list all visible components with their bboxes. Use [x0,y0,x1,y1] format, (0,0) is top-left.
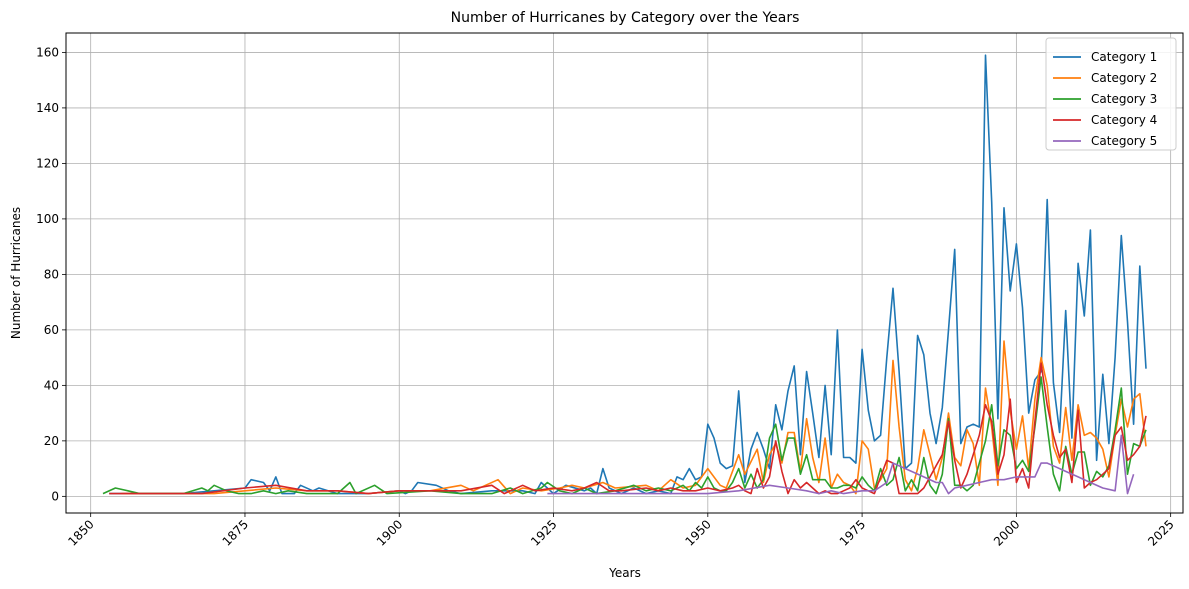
legend-label-5: Category 5 [1091,134,1157,148]
legend-box [1045,37,1177,151]
series-lines [102,54,1147,495]
legend-label-1: Category 1 [1091,50,1157,64]
y-axis-ticks: 0 20 40 60 80 100 120 140 160 [36,45,66,503]
y-tick-label: 60 [44,323,59,337]
chart-title: Number of Hurricanes by Category over th… [451,10,800,26]
y-tick-label: 20 [44,434,59,448]
legend-label-2: Category 2 [1091,71,1157,85]
y-axis-label: Number of Hurricanes [9,207,23,339]
series-line-4 [109,362,1147,495]
grid-lines [66,33,1183,513]
y-tick-label: 0 [51,489,59,503]
y-tick-label: 40 [44,378,59,392]
series-line-1 [109,54,1147,495]
x-axis-label: Years [608,566,641,580]
series-line-5 [547,434,1135,495]
y-tick-label: 120 [36,156,59,170]
y-tick-label: 100 [36,212,59,226]
y-tick-label: 80 [44,267,59,281]
y-tick-label: 160 [36,45,59,59]
legend-label-3: Category 3 [1091,92,1157,106]
y-tick-label: 140 [36,101,59,115]
plot-area-frame [65,32,1184,514]
legend: Category 1 Category 2 Category 3 Category 4… [1045,37,1177,151]
series-line-2 [121,340,1147,495]
legend-entries: Category 1 Category 2 Category 3 Category 4… [1053,50,1157,148]
legend-label-4: Category 4 [1091,113,1157,127]
